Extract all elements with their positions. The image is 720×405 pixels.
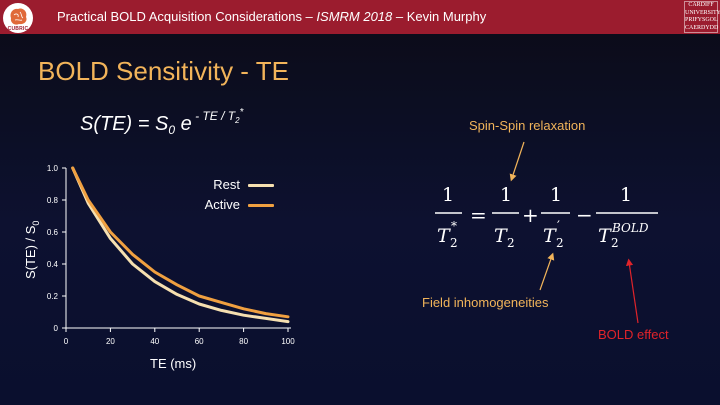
data-point-active <box>132 253 134 255</box>
formula-s0-sub: 0 <box>168 123 176 137</box>
formula-exp-star: * <box>239 107 244 118</box>
header-title-venue: ISMRM 2018 <box>316 9 393 24</box>
eq-t2-sub: 2 <box>507 236 515 250</box>
header-title-prefix: Practical BOLD Acquisition Consideration… <box>57 9 317 24</box>
y-tick-label: 0.8 <box>47 196 59 205</box>
y-tick-label: 0 <box>54 324 59 333</box>
formula-exponent: - TE / T2* <box>191 107 244 125</box>
y-tick-label: 1.0 <box>47 164 59 173</box>
cardiff-logo-line: CAERDYDD <box>685 24 719 31</box>
x-tick-label: 40 <box>150 337 159 346</box>
header-title-author: – Kevin Murphy <box>392 9 487 24</box>
data-point-rest <box>287 321 289 323</box>
x-tick-label: 0 <box>64 337 69 346</box>
eq-t2bold-T: T <box>598 225 612 247</box>
data-point-rest <box>154 281 156 283</box>
data-point-active <box>243 308 245 310</box>
y-tick-label: 0.6 <box>47 228 59 237</box>
cardiff-logo-line: CARDIFF <box>688 2 714 8</box>
chart-x-axis-label: TE (ms) <box>150 356 197 371</box>
data-point-active <box>154 271 156 273</box>
legend-swatch-active <box>248 204 274 207</box>
x-tick-label: 60 <box>195 337 204 346</box>
data-point-active <box>109 231 111 233</box>
chart-axes <box>65 168 291 329</box>
brain-icon <box>10 8 27 25</box>
eq-minus: − <box>576 203 593 227</box>
legend-label-active: Active <box>204 197 240 212</box>
eq-t2star-sub: 2 <box>450 236 458 250</box>
data-point-active <box>72 167 74 169</box>
chart-series <box>71 166 290 324</box>
y-tick-label: 0.2 <box>47 292 59 301</box>
annotation-field-inhomogeneities: Field inhomogeneities <box>422 295 549 310</box>
eq-t2bold-sub: 2 <box>611 236 619 250</box>
formula-exp-text: - TE / T <box>191 109 236 123</box>
y-tick-label: 0.4 <box>47 260 59 269</box>
x-tick-label: 100 <box>281 337 295 346</box>
data-point-rest <box>243 314 245 316</box>
header-bar: CUBRIC Practical BOLD Acquisition Consid… <box>0 0 720 34</box>
chart-ticks: 0 20 40 60 80 100 0 0.2 0.4 0.6 0.8 1.0 <box>47 164 295 346</box>
arrow-field <box>539 252 555 291</box>
cubric-logo: CUBRIC <box>3 3 33 33</box>
data-point-active <box>198 295 200 297</box>
eq-t2bold-sup: BOLD <box>611 221 649 235</box>
data-point-rest <box>265 317 267 319</box>
eq-numerator-2: 1 <box>500 184 512 206</box>
cardiff-logo-line: UNIVERSITY <box>685 9 720 16</box>
formula-e: e <box>175 113 192 135</box>
eq-plus: + <box>522 203 539 227</box>
data-point-active <box>265 313 267 315</box>
signal-decay-formula: S(TE) = S0 e - TE / T2* <box>80 107 243 137</box>
eq-t2prime-sub: 2 <box>556 236 564 250</box>
eq-numerator-4: 1 <box>620 184 632 206</box>
eq-t2star-T: T <box>437 225 451 247</box>
eq-numerator-1: 1 <box>442 184 454 206</box>
data-point-active <box>287 316 289 318</box>
data-point-active <box>176 284 178 286</box>
decay-chart: 0 20 40 60 80 100 0 0.2 0.4 0.6 0.8 1.0 <box>47 164 295 346</box>
data-point-rest <box>220 309 222 311</box>
eq-numerator-3: 1 <box>550 184 562 206</box>
annotation-spin-spin: Spin-Spin relaxation <box>469 118 586 133</box>
arrow-bold <box>625 258 639 324</box>
eq-t2prime-T: T <box>543 225 557 247</box>
legend-swatch-rest <box>248 184 274 187</box>
arrow-spin-spin <box>509 141 525 182</box>
eq-t2star-star: * <box>451 219 457 233</box>
cubric-logo-text: CUBRIC <box>7 26 29 32</box>
eq-t2-T: T <box>494 225 508 247</box>
data-point-rest <box>132 263 134 265</box>
cardiff-logo-line: PRIFYSGOL <box>685 17 718 24</box>
x-tick-label: 20 <box>106 337 115 346</box>
annotation-bold-effect: BOLD effect <box>598 327 669 342</box>
data-point-active <box>87 199 89 201</box>
data-point-rest <box>109 237 111 239</box>
formula-lhs: S(TE) = S <box>80 113 169 135</box>
relaxation-equation: 1 T 2 * = 1 T 2 + 1 T 2 ′ − 1 T 2 BOLD <box>435 184 658 250</box>
data-point-rest <box>176 293 178 295</box>
data-point-rest <box>198 303 200 305</box>
formula-exp-sub: 2 <box>235 116 240 125</box>
slide-title: BOLD Sensitivity - TE <box>38 56 289 86</box>
eq-t2prime-prime: ′ <box>557 219 560 234</box>
eq-equals: = <box>470 203 487 227</box>
legend-label-rest: Rest <box>213 177 240 192</box>
x-tick-label: 80 <box>239 337 248 346</box>
cardiff-university-logo: CARDIFF UNIVERSITY PRIFYSGOL CAERDYDD <box>684 1 720 33</box>
header-title: Practical BOLD Acquisition Consideration… <box>57 9 486 24</box>
data-point-active <box>220 301 222 303</box>
